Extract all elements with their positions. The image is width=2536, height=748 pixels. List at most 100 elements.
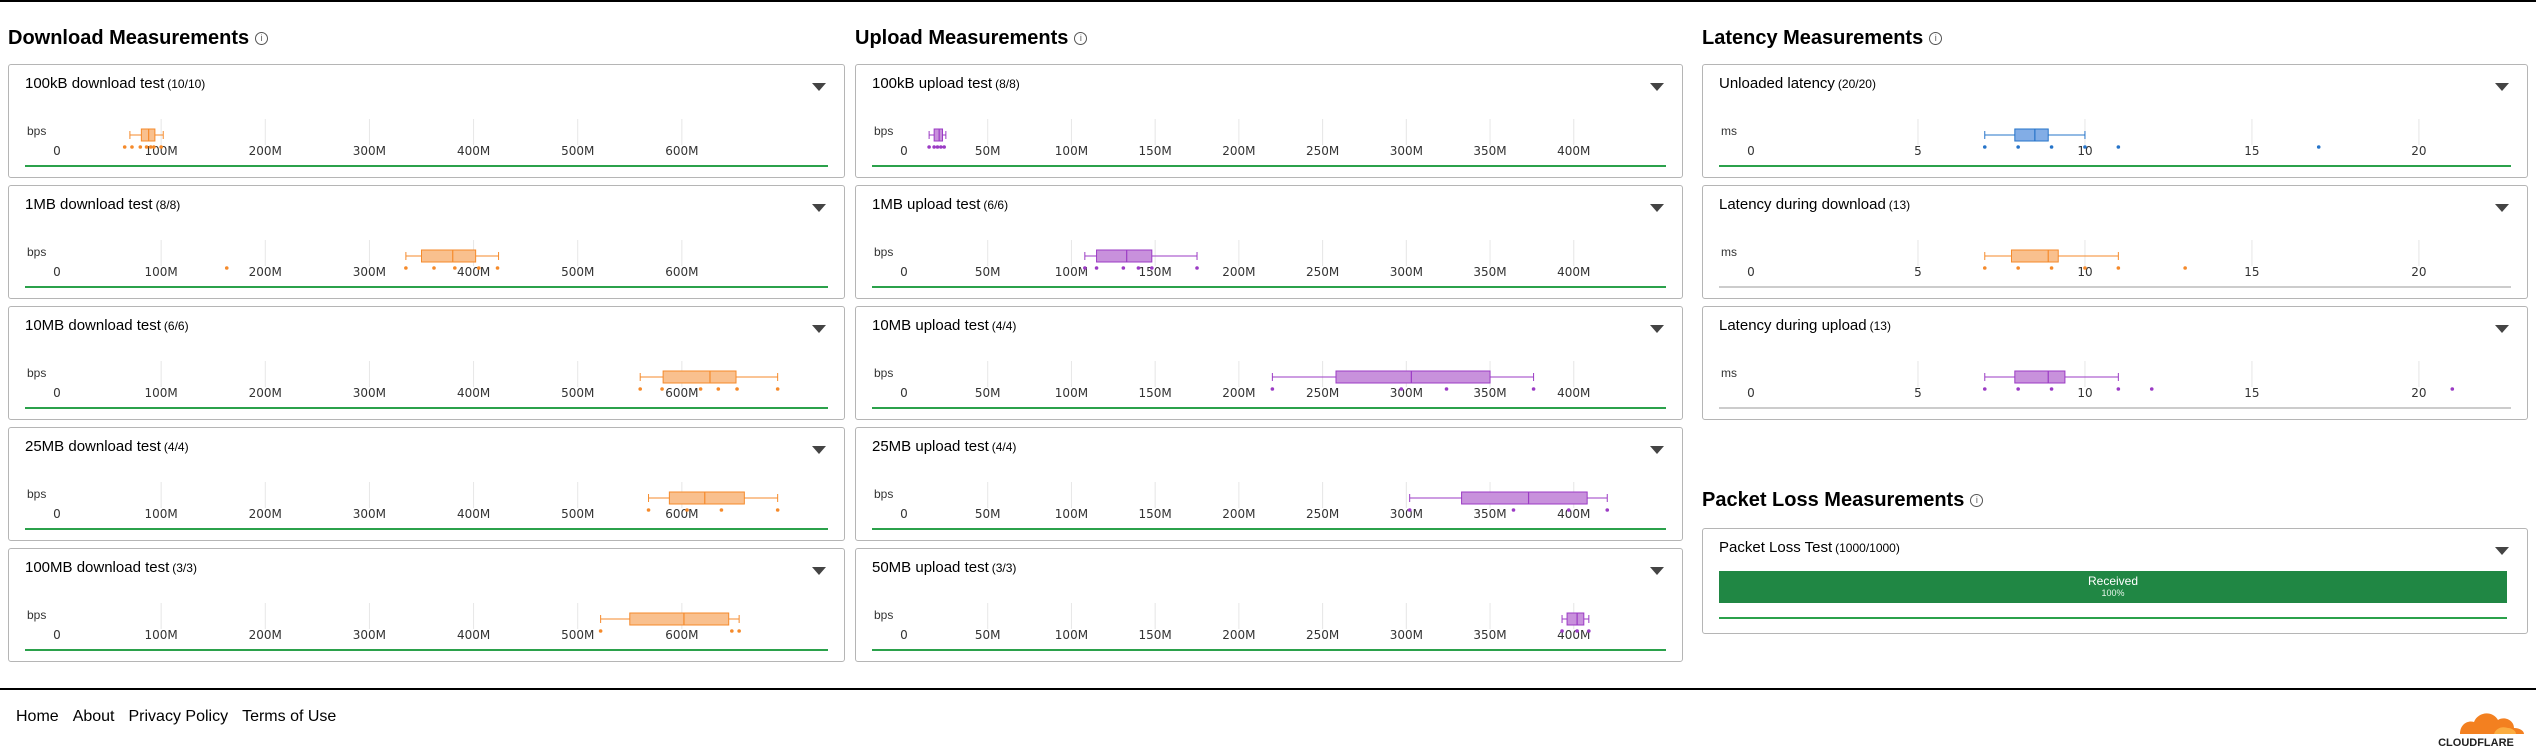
card-title-text: 25MB upload test — [872, 438, 989, 455]
data-point — [927, 145, 931, 149]
box-plot: bps 0 50M 100M 150M 200M 250M 300M 350M 400M — [874, 482, 1610, 521]
tick-label: 300M — [353, 386, 386, 400]
packet-loss-card[interactable]: Packet Loss Test (1000/1000) Received 100… — [1702, 528, 2528, 634]
card-title: Latency during upload (13) — [1719, 317, 1891, 334]
card-title: 10MB upload test (4/4) — [872, 317, 1016, 334]
data-point — [144, 145, 149, 149]
measurement-card[interactable]: Unloaded latency (20/20) ms 0 5 10 15 20 — [1702, 64, 2528, 178]
chevron-down-icon[interactable] — [2495, 547, 2509, 555]
measurement-card[interactable]: 100MB download test (3/3) bps 0 100M 200M 300M… — [8, 548, 845, 662]
footer-link-home[interactable]: Home — [16, 708, 59, 725]
unit-label: bps — [27, 487, 46, 501]
chevron-down-icon[interactable] — [1650, 83, 1664, 91]
data-point — [130, 145, 134, 149]
measurement-card[interactable]: 1MB upload test (6/6) bps 0 50M 100M 150M 200M 2… — [855, 185, 1683, 299]
info-icon[interactable]: i — [255, 31, 269, 45]
info-icon[interactable]: i — [1929, 31, 1943, 45]
data-point — [1982, 266, 1987, 270]
card-title-text: 1MB upload test — [872, 196, 981, 213]
data-point — [432, 266, 436, 270]
chevron-down-icon[interactable] — [812, 567, 826, 575]
chevron-down-icon[interactable] — [812, 446, 826, 454]
tick-label: 100M — [1055, 265, 1088, 279]
unit-label: bps — [27, 245, 46, 259]
footer-link-about[interactable]: About — [72, 708, 115, 725]
measurement-card[interactable]: 1MB download test (8/8) bps 0 100M 200M 300M 40… — [8, 185, 845, 299]
cloudflare-logo[interactable]: CLOUDFLARE — [2420, 700, 2532, 748]
footer-divider — [0, 688, 2536, 690]
tick-label: 0 — [900, 628, 908, 642]
measurement-card[interactable]: Latency during upload (13) ms 0 5 10 15 20 — [1702, 306, 2528, 420]
measurement-card[interactable]: 50MB upload test (3/3) bps 0 50M 100M 150M 200M… — [855, 548, 1683, 662]
data-point — [148, 145, 153, 149]
info-icon[interactable]: i — [1074, 31, 1088, 45]
tick-label: 150M — [1139, 265, 1172, 279]
chevron-down-icon[interactable] — [812, 325, 826, 333]
tick-label: 100M — [145, 507, 178, 521]
chevron-down-icon[interactable] — [2495, 83, 2509, 91]
data-point — [698, 387, 703, 391]
card-title: 100kB download test (10/10) — [25, 75, 205, 92]
unit-label: bps — [874, 608, 893, 622]
tick-label: 0 — [53, 265, 61, 279]
measurement-card[interactable]: 100kB upload test (8/8) bps 0 50M 100M 150M 200… — [855, 64, 1683, 178]
measurement-card[interactable]: 10MB upload test (4/4) bps 0 50M 100M 150M 200M… — [855, 306, 1683, 420]
data-point — [935, 145, 940, 149]
chevron-down-icon[interactable] — [1650, 567, 1664, 575]
iqr-box — [629, 612, 730, 626]
tick-label: 0 — [900, 386, 908, 400]
unit-label: bps — [27, 124, 46, 138]
measurement-card[interactable]: Latency during download (13) ms 0 5 10 15 20 — [1702, 185, 2528, 299]
tick-label: 200M — [249, 144, 282, 158]
measurement-card[interactable]: 10MB download test (6/6) bps 0 100M 200M 300M 4… — [8, 306, 845, 420]
tick-label: 600M — [665, 507, 698, 521]
card-title-text: 25MB download test — [25, 438, 161, 455]
tick-label: 200M — [1222, 265, 1255, 279]
data-point — [716, 387, 721, 391]
unit-label: bps — [27, 608, 46, 622]
card-count: (13) — [1869, 319, 1891, 333]
tick-label: 0 — [900, 507, 908, 521]
footer-links: Home About Privacy Policy Terms of Use — [16, 708, 336, 726]
data-point — [1121, 266, 1126, 270]
data-point — [775, 387, 780, 391]
footer-link-privacy[interactable]: Privacy Policy — [128, 708, 229, 725]
iqr-box — [2014, 370, 2066, 384]
card-count: (3/3) — [172, 561, 197, 575]
unit-label: ms — [1721, 124, 1737, 138]
tick-label: 400M — [457, 628, 490, 642]
packet-loss-column: Packet Loss Measurements i — [1702, 486, 1984, 514]
chevron-down-icon[interactable] — [812, 83, 826, 91]
data-point — [453, 266, 457, 270]
measurement-card[interactable]: 100kB download test (10/10) bps 0 100M 200M 30… — [8, 64, 845, 178]
chevron-down-icon[interactable] — [1650, 204, 1664, 212]
card-title-text: Latency during upload — [1719, 317, 1867, 334]
data-point — [2016, 266, 2020, 270]
tick-label: 20 — [2411, 265, 2426, 279]
chevron-down-icon[interactable] — [812, 204, 826, 212]
info-icon[interactable]: i — [1970, 493, 1984, 507]
measurement-card[interactable]: 25MB upload test (4/4) bps 0 50M 100M 150M 200M… — [855, 427, 1683, 541]
tick-label: 250M — [1306, 144, 1339, 158]
data-point — [2316, 145, 2321, 149]
chevron-down-icon[interactable] — [1650, 325, 1664, 333]
card-title-text: 100kB upload test — [872, 75, 993, 92]
received-label: Received — [2087, 574, 2139, 588]
tick-label: 200M — [1222, 628, 1255, 642]
tick-label: 400M — [1557, 265, 1590, 279]
card-count: (8/8) — [995, 77, 1020, 91]
iqr-box — [2010, 249, 2059, 263]
chevron-down-icon[interactable] — [1650, 446, 1664, 454]
status-line — [872, 528, 1666, 530]
chevron-down-icon[interactable] — [2495, 204, 2509, 212]
tick-label: 150M — [1139, 628, 1172, 642]
measurement-card[interactable]: 25MB download test (4/4) bps 0 100M 200M 300M 4… — [8, 427, 845, 541]
chevron-down-icon[interactable] — [2495, 325, 2509, 333]
tick-label: 150M — [1139, 507, 1172, 521]
box-plot: bps 0 50M 100M 150M 200M 250M 300M 350M 400M — [874, 361, 1590, 400]
footer-link-terms[interactable]: Terms of Use — [242, 708, 337, 725]
tick-label: 0 — [1747, 265, 1755, 279]
